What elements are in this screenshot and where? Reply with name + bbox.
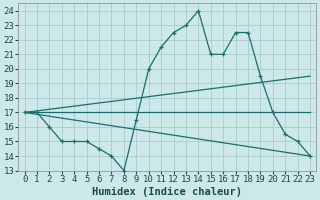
X-axis label: Humidex (Indice chaleur): Humidex (Indice chaleur)	[92, 186, 242, 197]
